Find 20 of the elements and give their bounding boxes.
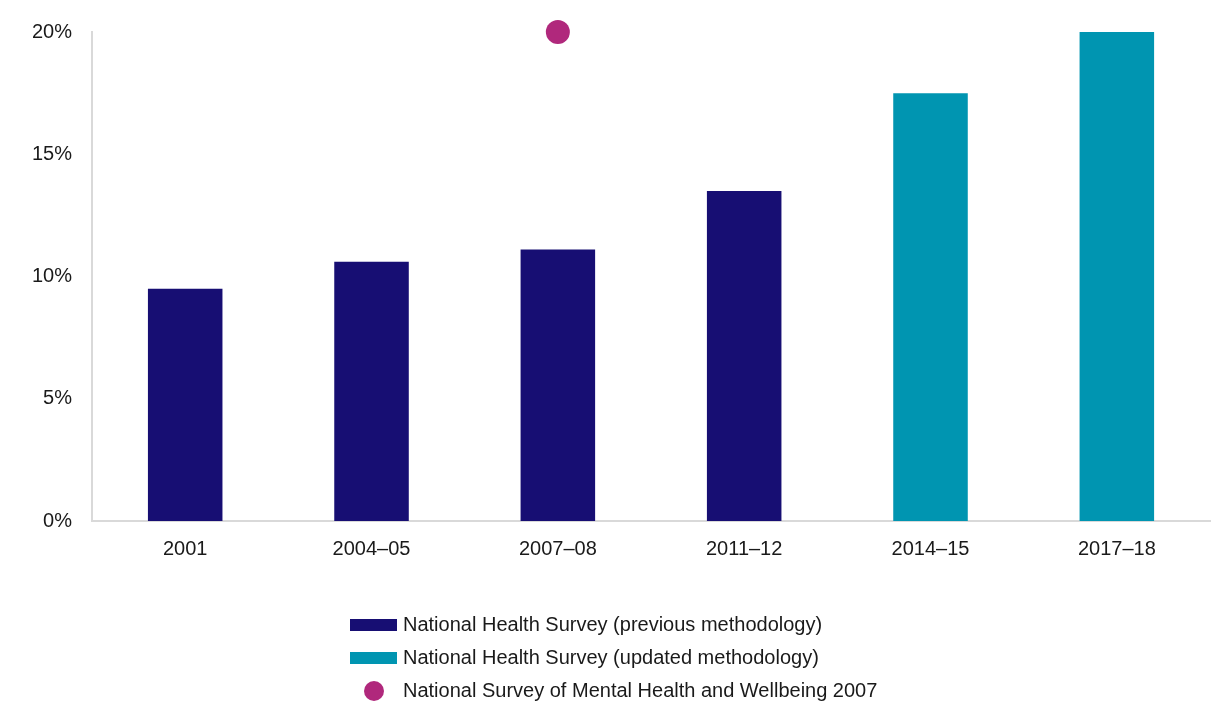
bar — [334, 261, 409, 521]
x-tick-label: 2017–18 — [1077, 536, 1156, 559]
x-tick-label: 2007–08 — [518, 536, 597, 559]
x-tick-label: 2001 — [162, 536, 208, 559]
y-tick-label: 10% — [32, 264, 73, 287]
bar — [1079, 32, 1155, 521]
x-tick-label: 2011–12 — [705, 536, 783, 559]
bar — [893, 93, 968, 521]
legend-label: National Survey of Mental Health and Wellbeing 2007 — [403, 679, 878, 702]
bar — [147, 288, 223, 521]
x-tick-label: 2004–05 — [332, 536, 411, 559]
y-tick-label: 0% — [43, 508, 73, 531]
legend-label: National Health Survey (updated methodology) — [403, 646, 819, 669]
y-tick-label: 15% — [32, 141, 73, 164]
y-tick-label: 5% — [43, 386, 73, 409]
bar — [706, 190, 782, 521]
x-tick-label: 2014–15 — [891, 536, 970, 559]
bar — [520, 249, 596, 521]
y-tick-label: 20% — [32, 19, 73, 42]
legend-label: National Health Survey (previous methodology) — [403, 613, 823, 636]
